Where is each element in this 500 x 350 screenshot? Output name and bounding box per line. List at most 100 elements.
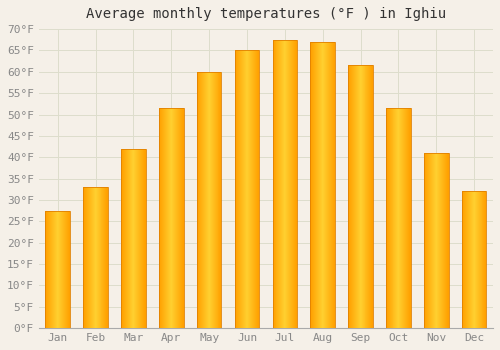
Bar bbox=[280, 40, 281, 328]
Bar bbox=[287, 40, 288, 328]
Bar bbox=[386, 108, 410, 328]
Bar bbox=[248, 50, 249, 328]
Bar bbox=[466, 191, 467, 328]
Bar bbox=[56, 211, 57, 328]
Bar bbox=[438, 153, 439, 328]
Bar bbox=[55, 211, 56, 328]
Bar bbox=[405, 108, 406, 328]
Bar bbox=[469, 191, 470, 328]
Bar bbox=[127, 149, 128, 328]
Bar bbox=[348, 65, 349, 328]
Bar bbox=[59, 211, 60, 328]
Bar bbox=[239, 50, 240, 328]
Bar bbox=[63, 211, 64, 328]
Bar bbox=[46, 211, 70, 328]
Bar bbox=[84, 187, 85, 328]
Bar bbox=[409, 108, 410, 328]
Bar bbox=[326, 42, 327, 328]
Bar bbox=[327, 42, 328, 328]
Bar bbox=[93, 187, 94, 328]
Bar bbox=[57, 211, 58, 328]
Bar bbox=[408, 108, 409, 328]
Bar bbox=[259, 50, 260, 328]
Bar bbox=[107, 187, 108, 328]
Bar bbox=[201, 72, 202, 328]
Bar bbox=[475, 191, 476, 328]
Bar bbox=[236, 50, 237, 328]
Bar bbox=[87, 187, 88, 328]
Bar bbox=[90, 187, 91, 328]
Bar bbox=[172, 108, 173, 328]
Bar bbox=[243, 50, 244, 328]
Bar bbox=[403, 108, 404, 328]
Bar bbox=[291, 40, 292, 328]
Bar bbox=[69, 211, 70, 328]
Bar bbox=[275, 40, 276, 328]
Bar bbox=[137, 149, 138, 328]
Bar bbox=[353, 65, 354, 328]
Bar bbox=[477, 191, 478, 328]
Bar bbox=[364, 65, 365, 328]
Bar bbox=[52, 211, 53, 328]
Bar bbox=[426, 153, 427, 328]
Bar bbox=[210, 72, 211, 328]
Bar bbox=[410, 108, 411, 328]
Bar bbox=[485, 191, 486, 328]
Bar bbox=[176, 108, 177, 328]
Bar bbox=[105, 187, 106, 328]
Bar bbox=[348, 65, 373, 328]
Bar bbox=[136, 149, 137, 328]
Bar bbox=[325, 42, 326, 328]
Bar bbox=[471, 191, 472, 328]
Bar bbox=[214, 72, 215, 328]
Bar bbox=[470, 191, 471, 328]
Bar bbox=[276, 40, 277, 328]
Bar bbox=[178, 108, 179, 328]
Bar bbox=[62, 211, 63, 328]
Bar bbox=[218, 72, 219, 328]
Bar bbox=[478, 191, 479, 328]
Bar bbox=[58, 211, 59, 328]
Bar bbox=[53, 211, 54, 328]
Bar bbox=[234, 50, 260, 328]
Bar bbox=[47, 211, 48, 328]
Bar bbox=[313, 42, 314, 328]
Bar bbox=[402, 108, 403, 328]
Bar bbox=[50, 211, 51, 328]
Bar bbox=[431, 153, 432, 328]
Bar bbox=[425, 153, 426, 328]
Bar bbox=[84, 187, 108, 328]
Bar bbox=[168, 108, 169, 328]
Bar bbox=[371, 65, 372, 328]
Bar bbox=[296, 40, 297, 328]
Bar bbox=[404, 108, 405, 328]
Bar bbox=[316, 42, 317, 328]
Bar bbox=[441, 153, 442, 328]
Bar bbox=[65, 211, 66, 328]
Bar bbox=[328, 42, 329, 328]
Bar bbox=[352, 65, 353, 328]
Bar bbox=[58, 211, 59, 328]
Bar bbox=[88, 187, 89, 328]
Bar bbox=[435, 153, 436, 328]
Bar bbox=[122, 149, 123, 328]
Bar bbox=[350, 65, 352, 328]
Bar bbox=[174, 108, 175, 328]
Bar bbox=[409, 108, 410, 328]
Bar bbox=[295, 40, 296, 328]
Bar bbox=[442, 153, 443, 328]
Bar bbox=[311, 42, 312, 328]
Bar bbox=[396, 108, 397, 328]
Bar bbox=[251, 50, 252, 328]
Bar bbox=[363, 65, 364, 328]
Bar bbox=[49, 211, 50, 328]
Bar bbox=[474, 191, 475, 328]
Bar bbox=[436, 153, 437, 328]
Bar bbox=[282, 40, 283, 328]
Bar bbox=[292, 40, 293, 328]
Bar bbox=[332, 42, 333, 328]
Bar bbox=[432, 153, 433, 328]
Bar bbox=[175, 108, 176, 328]
Bar bbox=[160, 108, 161, 328]
Bar bbox=[68, 211, 69, 328]
